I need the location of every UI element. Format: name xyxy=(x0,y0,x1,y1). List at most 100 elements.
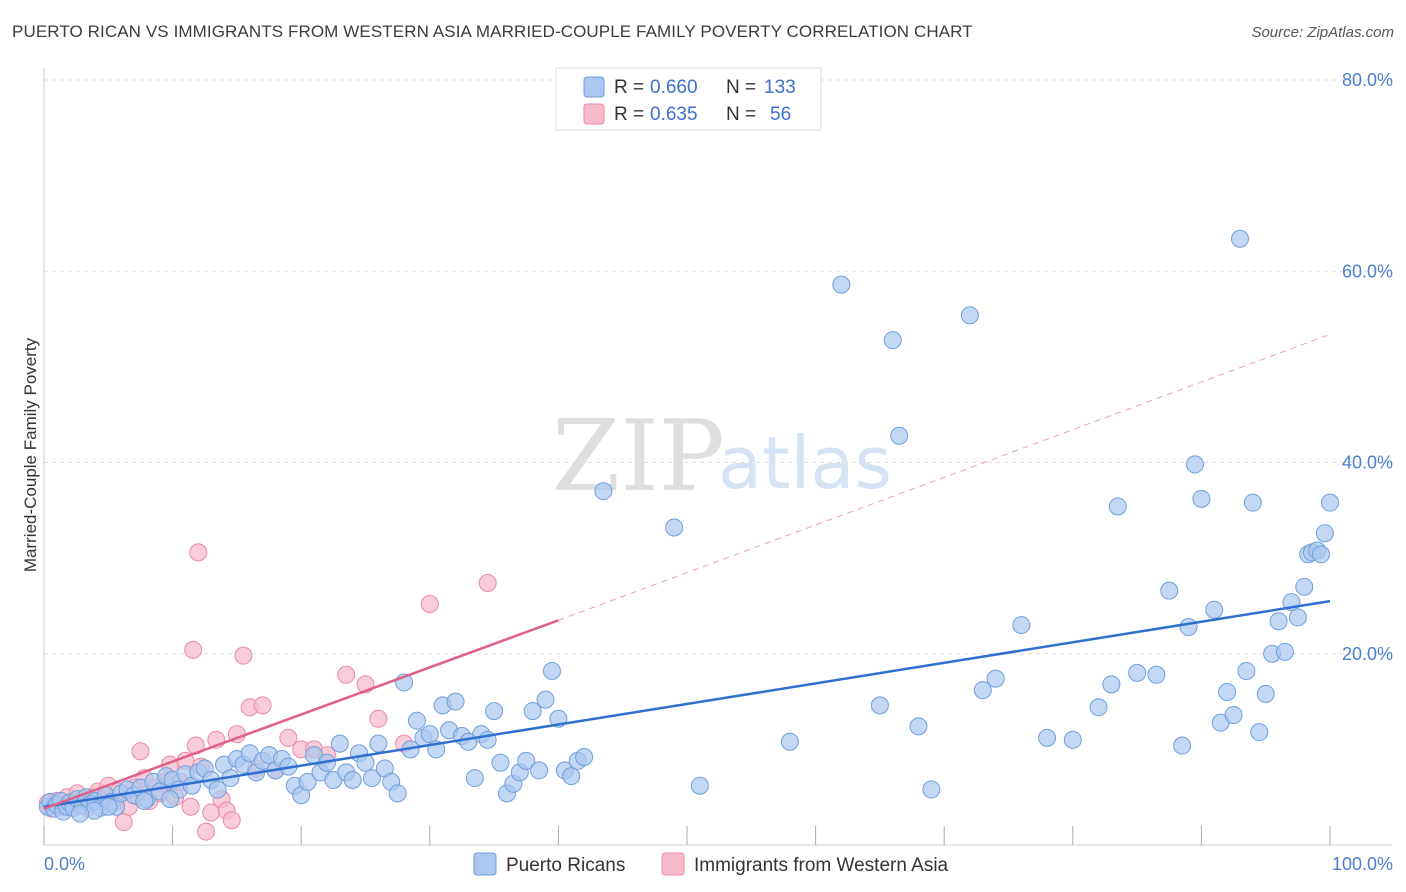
point-western-asia-41 xyxy=(253,696,272,715)
point-puerto-ricans-128 xyxy=(1275,642,1294,661)
bottom-legend-swatch-puerto-ricans xyxy=(473,852,497,876)
point-puerto-ricans-33 xyxy=(208,780,227,799)
point-puerto-ricans-58 xyxy=(369,734,388,753)
point-puerto-ricans-127 xyxy=(1269,612,1288,631)
point-puerto-ricans-76 xyxy=(485,702,504,721)
legend-n-value-1: 56 xyxy=(770,104,791,125)
legend: R = 0.660 N = 133 R = 0.635 N = 56 xyxy=(555,67,822,131)
point-puerto-ricans-104 xyxy=(1012,616,1031,635)
point-puerto-ricans-105 xyxy=(1038,728,1057,747)
point-puerto-ricans-117 xyxy=(1205,600,1224,619)
bottom-legend-swatch-western-asia xyxy=(661,852,685,876)
legend-swatch-pink xyxy=(583,103,605,125)
point-puerto-ricans-125 xyxy=(1256,684,1275,703)
point-western-asia-47 xyxy=(337,665,356,684)
point-puerto-ricans-83 xyxy=(530,761,549,780)
point-puerto-ricans-90 xyxy=(575,748,594,767)
bottom-legend-label-western-asia: Immigrants from Western Asia xyxy=(694,855,949,876)
point-puerto-ricans-112 xyxy=(1160,581,1179,600)
point-puerto-ricans-54 xyxy=(343,770,362,789)
point-western-asia-43 xyxy=(279,728,298,747)
point-western-asia-55 xyxy=(131,742,150,761)
point-western-asia-15 xyxy=(114,813,133,832)
point-puerto-ricans-142 xyxy=(71,804,90,823)
point-puerto-ricans-139 xyxy=(135,792,154,811)
point-puerto-ricans-93 xyxy=(690,776,709,795)
source-label: Source: ZipAtlas.com xyxy=(1251,24,1394,41)
point-puerto-ricans-116 xyxy=(1192,489,1211,508)
legend-r-label-1: R = xyxy=(614,104,644,125)
y-tick-label-0: 20.0% xyxy=(1342,644,1393,664)
point-puerto-ricans-106 xyxy=(1063,730,1082,749)
point-puerto-ricans-114 xyxy=(1179,617,1198,636)
chart-title: PUERTO RICAN VS IMMIGRANTS FROM WESTERN … xyxy=(12,22,973,41)
grid xyxy=(44,79,1392,655)
tick-labels: 20.0% 40.0% 60.0% 80.0% 0.0% 100.0% xyxy=(44,70,1393,874)
legend-n-value-0: 133 xyxy=(764,77,796,98)
point-puerto-ricans-92 xyxy=(665,518,684,537)
point-puerto-ricans-107 xyxy=(1089,698,1108,717)
trendline-western-asia-extension xyxy=(558,333,1331,621)
point-western-asia-36 xyxy=(222,811,241,830)
point-puerto-ricans-73 xyxy=(465,769,484,788)
point-puerto-ricans-136 xyxy=(1315,524,1334,543)
point-puerto-ricans-122 xyxy=(1237,661,1256,680)
point-puerto-ricans-109 xyxy=(1108,497,1127,516)
point-western-asia-31 xyxy=(197,822,216,841)
point-puerto-ricans-61 xyxy=(388,784,407,803)
point-puerto-ricans-84 xyxy=(536,690,555,709)
legend-r-label-0: R = xyxy=(614,77,644,98)
point-puerto-ricans-70 xyxy=(446,692,465,711)
point-puerto-ricans-96 xyxy=(870,696,889,715)
y-tick-label-3: 80.0% xyxy=(1342,70,1393,90)
point-puerto-ricans-113 xyxy=(1173,736,1192,755)
point-puerto-ricans-95 xyxy=(832,275,851,294)
y-tick-label-2: 60.0% xyxy=(1342,261,1393,281)
legend-n-label-1: N = xyxy=(726,104,756,125)
point-puerto-ricans-91 xyxy=(594,482,613,501)
point-puerto-ricans-52 xyxy=(330,734,349,753)
point-puerto-ricans-82 xyxy=(523,702,542,721)
bottom-legend: Puerto Ricans Immigrants from Western As… xyxy=(473,852,949,876)
point-puerto-ricans-131 xyxy=(1295,577,1314,596)
point-puerto-ricans-111 xyxy=(1147,665,1166,684)
point-puerto-ricans-121 xyxy=(1230,229,1249,248)
point-puerto-ricans-124 xyxy=(1250,723,1269,742)
point-puerto-ricans-102 xyxy=(973,681,992,700)
axes xyxy=(43,68,1392,846)
point-puerto-ricans-120 xyxy=(1224,705,1243,724)
point-puerto-ricans-99 xyxy=(909,717,928,736)
trendline-western-asia xyxy=(43,619,559,810)
point-puerto-ricans-47 xyxy=(298,772,317,791)
point-puerto-ricans-85 xyxy=(542,661,561,680)
point-puerto-ricans-137 xyxy=(1321,493,1339,512)
point-puerto-ricans-57 xyxy=(362,769,381,788)
point-puerto-ricans-101 xyxy=(960,306,979,325)
watermark-atlas: atlas xyxy=(718,421,892,505)
point-puerto-ricans-100 xyxy=(922,780,941,799)
point-puerto-ricans-81 xyxy=(517,751,536,770)
point-puerto-ricans-110 xyxy=(1128,663,1147,682)
point-puerto-ricans-97 xyxy=(883,331,902,350)
point-puerto-ricans-98 xyxy=(890,426,909,445)
point-puerto-ricans-94 xyxy=(780,732,799,751)
point-western-asia-53 xyxy=(189,543,208,562)
point-puerto-ricans-88 xyxy=(562,767,581,786)
point-western-asia-54 xyxy=(184,640,203,659)
point-puerto-ricans-108 xyxy=(1102,675,1121,694)
x-tick-label-0: 0.0% xyxy=(44,854,85,874)
point-puerto-ricans-140 xyxy=(161,790,180,809)
point-puerto-ricans-77 xyxy=(491,753,510,772)
point-puerto-ricans-64 xyxy=(407,711,426,730)
point-puerto-ricans-123 xyxy=(1243,493,1262,512)
bottom-legend-label-puerto-ricans: Puerto Ricans xyxy=(506,855,625,876)
trendlines xyxy=(43,333,1331,810)
y-axis-label: Married-Couple Family Poverty xyxy=(21,337,40,572)
watermark-zip: ZIP xyxy=(552,400,725,514)
point-puerto-ricans-119 xyxy=(1218,683,1237,701)
point-western-asia-51 xyxy=(420,595,439,614)
point-western-asia-52 xyxy=(478,573,497,592)
point-western-asia-49 xyxy=(369,709,388,728)
point-puerto-ricans-103 xyxy=(986,669,1005,688)
